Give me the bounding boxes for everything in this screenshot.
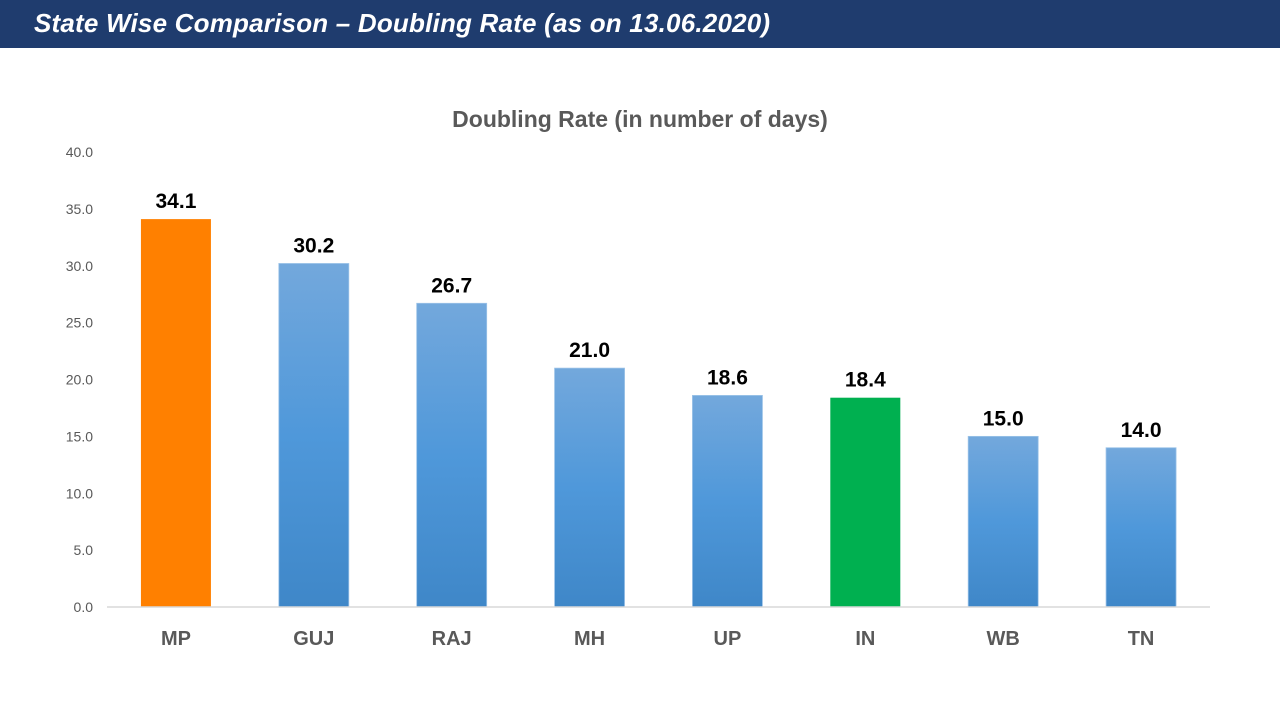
title-bar: State Wise Comparison – Doubling Rate (a… [0,0,1280,48]
data-label: 18.6 [707,366,748,389]
data-label: 30.2 [293,234,334,257]
y-tick-label: 15.0 [66,428,93,444]
x-tick-label: GUJ [293,628,334,650]
bar-in [830,397,901,607]
x-tick-label: TN [1128,628,1155,650]
bar-up [692,395,763,608]
bar-raj [416,302,488,608]
bar-chart: Doubling Rate (in number of days) 0.0 5.0… [66,106,1210,650]
x-tick-label: WB [987,628,1020,650]
y-tick-label: 30.0 [66,258,93,274]
y-tick-label: 0.0 [74,599,94,615]
bar-guj [278,263,350,608]
y-tick-label: 5.0 [74,542,94,558]
y-tick-label: 10.0 [66,485,93,501]
x-tick-label: MP [161,628,191,650]
x-tick-label: IN [855,628,875,650]
bar-mp [140,219,211,608]
data-label: 26.7 [431,274,472,297]
x-tick-label: UP [714,628,742,650]
x-tick-label: RAJ [432,628,472,650]
data-label: 34.1 [156,190,197,213]
chart-title: Doubling Rate (in number of days) [452,106,828,132]
bar-tn [1105,447,1177,608]
data-label: 14.0 [1121,419,1162,442]
data-label: 21.0 [569,339,610,362]
slide-title: State Wise Comparison – Doubling Rate (a… [34,8,771,38]
y-axis: 0.0 5.0 10.0 15.0 20.0 25.0 30.0 35.0 40.0 [66,144,93,615]
y-tick-label: 20.0 [66,372,93,388]
x-tick-label: MH [574,628,605,650]
data-label: 18.4 [845,369,886,392]
y-tick-label: 35.0 [66,201,93,217]
data-label: 15.0 [983,407,1024,430]
y-tick-label: 25.0 [66,315,93,331]
bars-group: 34.1 30.2 26.7 21.0 18.6 18.4 15.0 14.0 [140,190,1177,608]
bar-wb [967,435,1039,608]
bar-mh [554,367,625,608]
y-tick-label: 40.0 [66,144,93,160]
x-axis: MP GUJ RAJ MH UP IN WB TN [107,606,1210,650]
